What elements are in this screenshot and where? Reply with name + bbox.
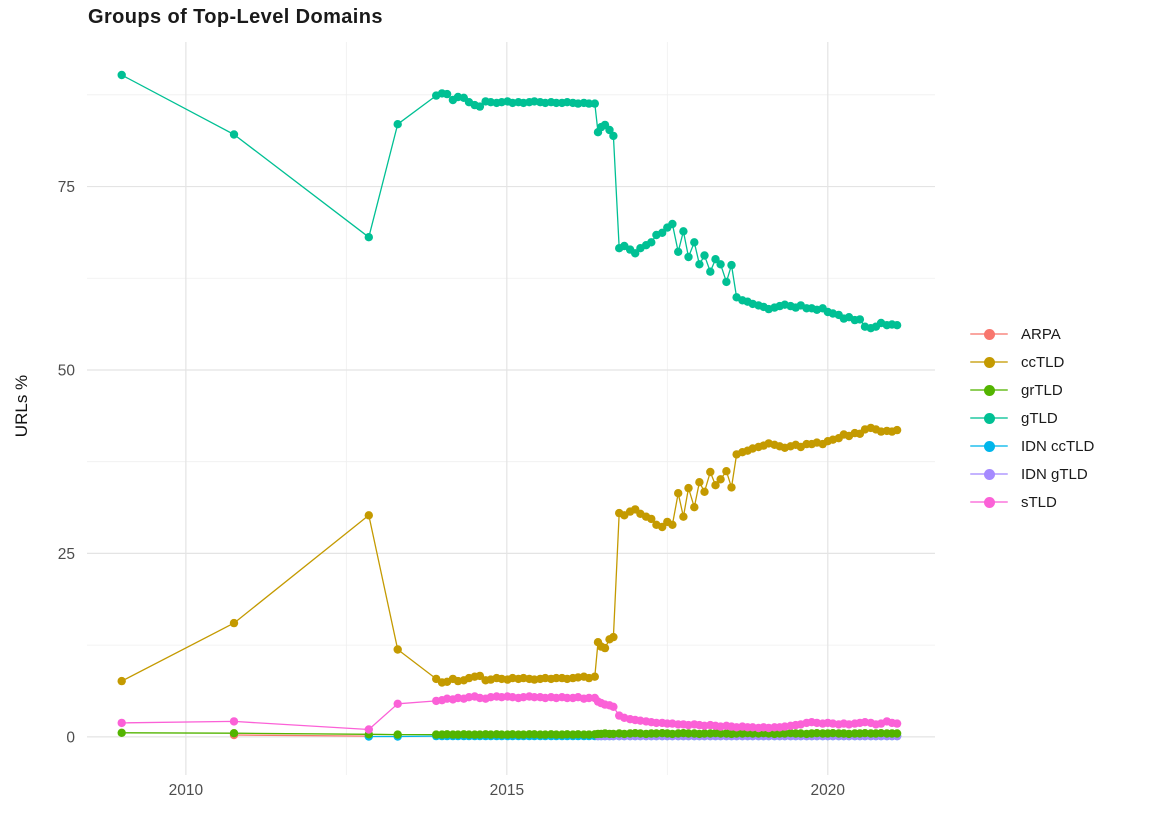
legend-label: IDN ccTLD [1021,438,1094,455]
data-point [230,729,238,737]
data-point [684,253,692,261]
legend-line-dot-icon [970,384,1008,396]
data-point [591,673,599,681]
data-point [591,99,599,107]
legend-label: sTLD [1021,494,1057,511]
data-point [601,644,609,652]
data-point [230,130,238,138]
legend-label: ARPA [1021,326,1061,343]
legend-line-dot-icon [970,356,1008,368]
y-tick-label: 0 [66,729,75,746]
legend-item-stld: sTLD [970,488,1094,516]
data-point [695,260,703,268]
y-tick-label: 25 [58,546,75,563]
data-point [679,513,687,521]
data-point [668,521,676,529]
data-point [727,483,735,491]
data-point [690,503,698,511]
legend-line-dot-icon [970,412,1008,424]
legend-label: grTLD [1021,382,1063,399]
y-tick-label: 75 [58,179,75,196]
data-point [695,478,703,486]
series-points-gtld [118,71,902,333]
data-point [394,730,402,738]
data-point [706,268,714,276]
x-tick-label: 2020 [811,782,846,799]
data-point [118,677,126,685]
series-points-cctld [118,424,902,687]
data-point [365,725,373,733]
series-points-stld [118,692,902,733]
data-point [722,278,730,286]
series-line-arpa [234,735,369,736]
legend-line-dot-icon [970,328,1008,340]
data-point [856,315,864,323]
x-tick-label: 2010 [169,782,204,799]
legend-line-dot-icon [970,468,1008,480]
data-point [893,321,901,329]
data-point [893,719,901,727]
data-point [365,511,373,519]
legend-item-grtld: grTLD [970,376,1094,404]
chart-title: Groups of Top-Level Domains [88,6,383,29]
data-point [722,467,730,475]
data-point [700,251,708,259]
data-point [118,719,126,727]
series-line-cctld [122,428,897,683]
data-point [230,717,238,725]
data-point [609,132,617,140]
data-point [674,248,682,256]
legend-label: ccTLD [1021,354,1064,371]
data-point [893,729,901,737]
legend-item-cctld: ccTLD [970,348,1094,376]
legend-item-idn-cctld: IDN ccTLD [970,432,1094,460]
legend-item-gtld: gTLD [970,404,1094,432]
data-point [679,227,687,235]
y-axis-title: URLs % [12,356,32,456]
data-point [690,238,698,246]
legend-line-dot-icon [970,496,1008,508]
legend-label: IDN gTLD [1021,466,1088,483]
data-point [647,238,655,246]
data-point [716,260,724,268]
data-point [716,475,724,483]
legend-label: gTLD [1021,410,1058,427]
data-point [700,488,708,496]
data-point [365,233,373,241]
data-point [674,489,682,497]
data-point [706,468,714,476]
data-point [668,220,676,228]
data-point [893,426,901,434]
data-point [118,729,126,737]
data-point [230,619,238,627]
data-point [394,700,402,708]
legend-item-idn-gtld: IDN gTLD [970,460,1094,488]
legend-item-arpa: ARPA [970,320,1094,348]
data-point [609,633,617,641]
data-point [394,645,402,653]
legend-line-dot-icon [970,440,1008,452]
legend: ARPA ccTLD grTLD gTLD IDN ccTLD IDN gTLD sTLD [970,320,1094,516]
series-line-gtld [122,75,897,328]
y-tick-label: 50 [58,362,76,379]
x-tick-label: 2015 [490,782,524,799]
data-point [684,484,692,492]
data-point [118,71,126,79]
data-point [609,703,617,711]
data-point [727,261,735,269]
data-point [394,120,402,128]
